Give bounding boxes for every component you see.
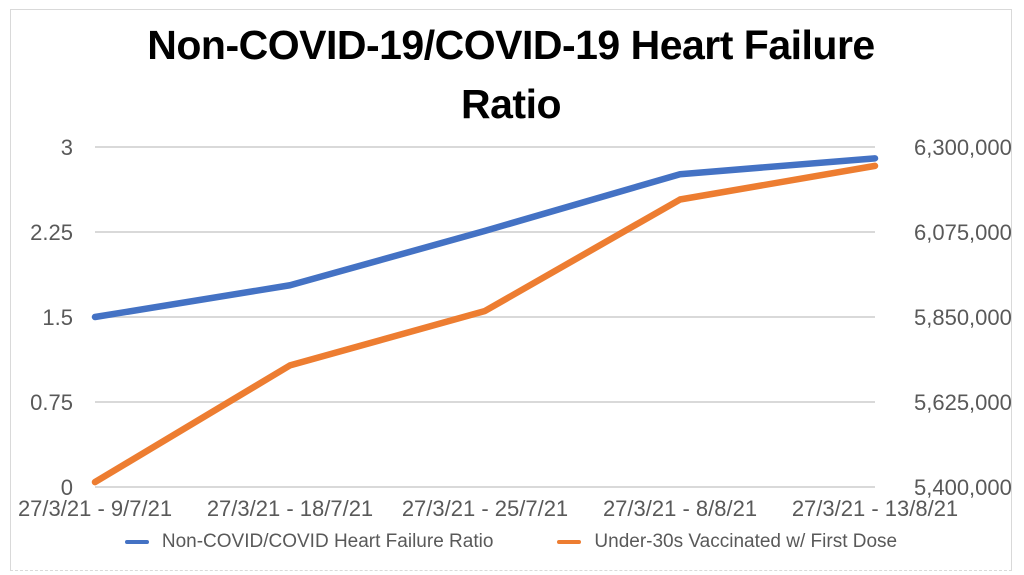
x-axis-category-label: 27/3/21 - 25/7/21 (402, 496, 568, 521)
x-axis-category-label: 27/3/21 - 9/7/21 (18, 496, 172, 521)
left-axis-tick-label: 2.25 (30, 220, 73, 245)
x-axis-category-label: 27/3/21 - 8/8/21 (603, 496, 757, 521)
x-axis-category-label: 27/3/21 - 13/8/21 (792, 496, 958, 521)
legend-marker-vaccinated-icon (557, 539, 582, 545)
series-line-vaccinated (91, 162, 879, 486)
legend-item-vaccinated: Under-30s Vaccinated w/ First Dose (557, 531, 897, 553)
plot-area: 0 5,400,000 0.75 5,625,000 1.5 5,850,000 2.25 6… (18, 135, 1011, 521)
right-axis-tick-label: 5,625,000 (914, 390, 1011, 415)
legend: Non-COVID/COVID Heart Failure Ratio Unde… (11, 529, 1011, 555)
right-axis-tick-label: 5,850,000 (914, 305, 1011, 330)
left-axis-tick-label: 3 (61, 135, 73, 160)
chart-frame[interactable]: Non-COVID-19/COVID-19 Heart Failure Rati… (10, 9, 1012, 571)
legend-label-ratio: Non-COVID/COVID Heart Failure Ratio (161, 530, 494, 552)
right-axis-tick-label: 6,075,000 (914, 220, 1011, 245)
series-line-ratio (91, 154, 879, 321)
legend-marker-ratio-icon (124, 539, 149, 545)
legend-label-vaccinated: Under-30s Vaccinated w/ First Dose (594, 530, 898, 552)
left-axis-tick-label: 1.5 (42, 305, 73, 330)
legend-item-ratio: Non-COVID/COVID Heart Failure Ratio (124, 530, 494, 553)
x-axis-category-label: 27/3/21 - 18/7/21 (207, 496, 373, 521)
chart-title: Non-COVID-19/COVID-19 Heart Failure Rati… (147, 22, 875, 128)
right-axis-tick-label: 6,300,000 (914, 135, 1011, 160)
left-axis-tick-label: 0.75 (30, 390, 73, 415)
left-axis-tick-label: 0 (61, 475, 73, 500)
right-axis-tick-label: 5,400,000 (914, 475, 1011, 500)
